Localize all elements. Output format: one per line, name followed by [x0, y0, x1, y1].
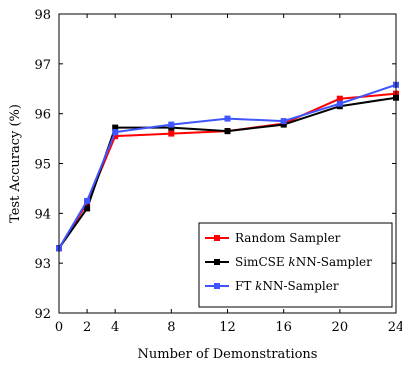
y-axis-label: Test Accuracy (%) [8, 104, 23, 223]
y-tick-label: 98 [34, 8, 51, 23]
data-point-2-4 [224, 115, 231, 122]
data-point-2-3 [168, 121, 175, 128]
data-point-0-2 [112, 133, 119, 140]
data-point-1-2 [112, 124, 119, 131]
y-tick-label: 96 [34, 108, 51, 123]
legend: Random Sampler SimCSE kNN-Sampler FT kNN-S… [198, 222, 393, 308]
x-axis-label: Number of Demonstrations [138, 347, 318, 362]
plot-area [56, 81, 399, 252]
x-tick-label: 4 [111, 320, 119, 335]
y-tick-label: 93 [34, 257, 51, 272]
data-point-2-2 [112, 129, 119, 136]
data-point-0-3 [168, 130, 175, 137]
data-point-1-3 [168, 124, 175, 131]
x-tick-label: 16 [275, 320, 292, 335]
x-tick-label: 2 [83, 320, 91, 335]
data-point-2-1 [84, 197, 91, 204]
data-point-1-5 [280, 121, 287, 128]
x-tick-label: 12 [219, 320, 236, 335]
series-line-2 [58, 83, 397, 249]
data-point-0-6 [336, 95, 343, 102]
legend-box [198, 222, 393, 308]
series-line-1 [58, 96, 397, 249]
legend-swatch-marker-0 [214, 235, 220, 241]
y-tick-label: 94 [34, 207, 51, 222]
data-point-1-4 [224, 128, 231, 135]
legend-label-1: SimCSE kNN-Sampler [235, 255, 372, 269]
data-point-1-1 [84, 205, 91, 212]
y-tick-label: 97 [34, 58, 51, 73]
x-tick-label: 20 [332, 320, 349, 335]
legend-swatch-marker-2 [214, 283, 220, 289]
x-tick-label: 24 [388, 320, 402, 335]
x-tick-label: 0 [55, 320, 63, 335]
data-point-2-6 [336, 100, 343, 107]
legend-label-2: FT kNN-Sampler [235, 279, 339, 293]
y-tick-label: 92 [34, 307, 51, 322]
data-point-2-5 [280, 118, 287, 125]
legend-swatch-marker-1 [214, 259, 220, 265]
legend-label-0: Random Sampler [235, 231, 341, 245]
y-tick-label: 95 [34, 158, 51, 173]
x-tick-label: 8 [167, 320, 175, 335]
